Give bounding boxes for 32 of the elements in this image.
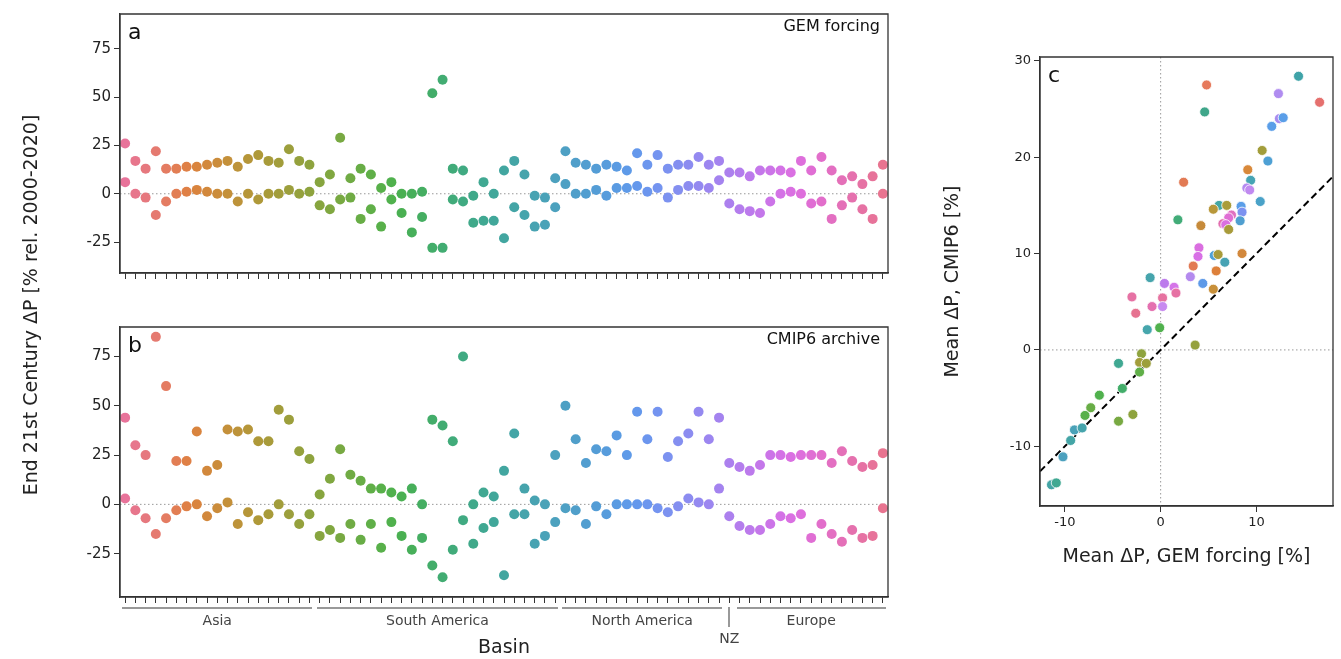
y-tick-label: 25 (91, 135, 111, 154)
text: Europe (786, 611, 836, 628)
text: North America (591, 611, 693, 628)
x-axis-title: Mean ΔP, GEM forcing [%] (1062, 543, 1311, 566)
x-tick-label: -10 (1054, 514, 1076, 530)
y-axis-title: Mean ΔP, CMIP6 [%] (940, 185, 963, 378)
y-tick-label: 0 (101, 494, 111, 513)
text: Asia (202, 611, 232, 628)
annotation: GEM forcing (783, 16, 880, 36)
y-axis-title: End 21st Century ΔP [% rel. 2000-2020] (19, 114, 41, 496)
annotation: CMIP6 archive (766, 329, 880, 349)
annotation: a (128, 18, 142, 44)
y-tick-label: 0 (101, 183, 111, 202)
y-tick-label: 75 (91, 38, 111, 57)
x-tick-label: 0 (1156, 514, 1165, 530)
y-tick-label: 25 (91, 444, 111, 463)
annotation: b (128, 331, 142, 357)
y-tick-label: 50 (91, 87, 111, 105)
y-tick-label: 30 (1014, 52, 1031, 68)
x-axis-title: Basin (478, 634, 530, 657)
y-tick-label: 75 (91, 346, 111, 365)
y-tick-label: 10 (1014, 244, 1031, 260)
text: South America (385, 611, 489, 628)
text: NZ (719, 629, 740, 646)
x-tick-label: 10 (1248, 514, 1265, 530)
y-tick-label: -25 (86, 543, 111, 562)
y-tick-label: -10 (1009, 437, 1031, 453)
y-tick-label: 20 (1014, 148, 1031, 164)
y-tick-label: -25 (86, 231, 111, 250)
y-tick-label: 0 (1022, 341, 1031, 357)
y-tick-label: 50 (91, 395, 111, 414)
annotation: c (1048, 61, 1061, 87)
